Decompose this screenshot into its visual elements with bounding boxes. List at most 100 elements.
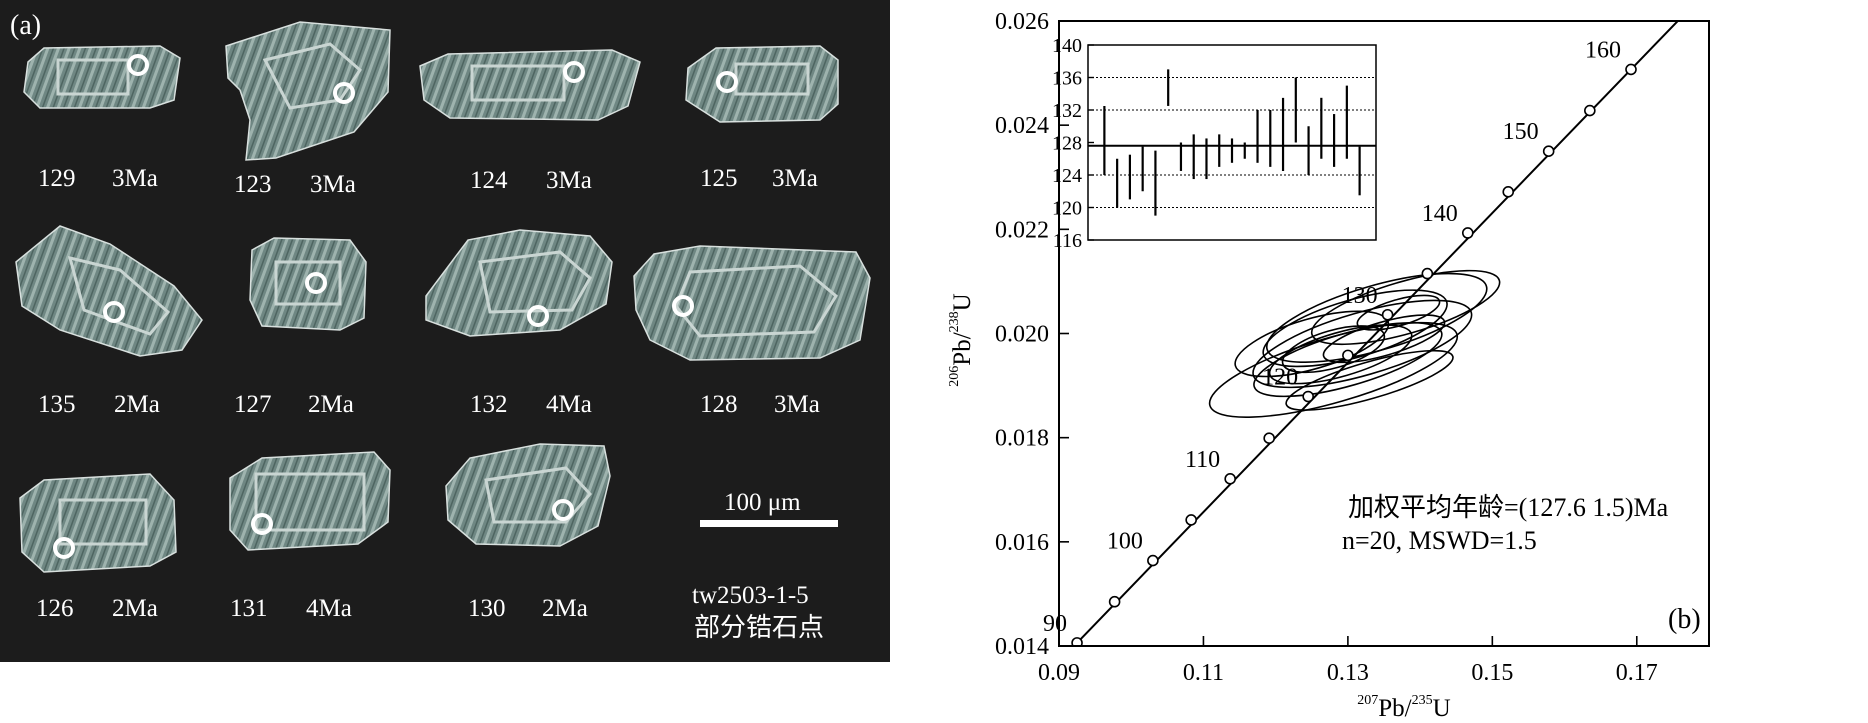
concordia-age-label: 100: [1107, 529, 1143, 555]
scale-bar-label: 100 μm: [724, 489, 801, 516]
grain-age: 3Ma: [112, 165, 158, 192]
zircon-grain-125: [685, 45, 839, 123]
grain-age: 3Ma: [310, 171, 356, 198]
zircon-grain-126: [19, 473, 177, 573]
error-ellipse: [1268, 324, 1413, 385]
concordia-age-marker: [1224, 473, 1236, 485]
y-tick-label: 0.020: [995, 322, 1049, 348]
concordia-age-marker: [1071, 637, 1083, 646]
error-ellipse: [1285, 349, 1454, 411]
cl-image-panel: (a) 129 3Ma 123 3Ma 124 3Ma 125 3Ma: [0, 0, 890, 662]
x-tick-label: 0.09: [1038, 660, 1080, 686]
analysis-spot: [527, 305, 549, 327]
concordia-age-label: 90: [1043, 611, 1067, 637]
y-tick-label: 0.018: [995, 426, 1049, 452]
concordia-line: [1072, 21, 1680, 646]
grain-id: 123: [234, 171, 272, 198]
grain-age: 3Ma: [546, 167, 592, 194]
concordia-age-labels: 90 100 110 120 130 140 150 160: [1043, 37, 1621, 636]
analysis-spot: [103, 301, 125, 323]
concordia-age-label: 150: [1503, 119, 1539, 145]
concordia-age-marker: [1342, 349, 1354, 362]
analysis-spot: [333, 82, 355, 104]
y-tick-label: 0.026: [995, 9, 1049, 35]
grain-id: 135: [38, 391, 76, 418]
x-tick-label: 0.11: [1183, 660, 1224, 686]
zircon-grain-123: [225, 21, 391, 161]
concordia-age-label: 130: [1342, 283, 1378, 309]
concordia-age-marker: [1625, 63, 1637, 76]
error-ellipse: [1262, 289, 1448, 368]
x-tick-label: 0.15: [1471, 660, 1513, 686]
grain-age: 3Ma: [772, 165, 818, 192]
x-axis-ticks: 0.09 0.11 0.13 0.15 0.17: [1038, 636, 1658, 686]
concordia-age-marker: [1542, 145, 1555, 158]
error-ellipse: [1310, 269, 1501, 346]
inset-tick-label: 124: [1052, 165, 1082, 187]
x-tick-label: 0.17: [1616, 660, 1658, 686]
zircon-grain-124: [419, 49, 641, 121]
scale-bar: [700, 520, 838, 527]
analysis-spot: [672, 295, 694, 317]
concordia-age-marker: [1147, 554, 1159, 567]
grain-age: 4Ma: [306, 595, 352, 622]
error-ellipse: [1265, 272, 1488, 363]
concordia-chart: 90 100 110 120 130 140 150 160 0.09 0.11 0.13 0.15…: [947, 9, 1710, 722]
concordia-age-label: 140: [1422, 201, 1458, 227]
grain-age: 4Ma: [546, 391, 592, 418]
grain-age: 2Ma: [308, 391, 354, 418]
y-axis-ticks: 0.014 0.016 0.018 0.020 0.022 0.024 0.026: [995, 9, 1069, 660]
concordia-age-marker: [1302, 390, 1314, 403]
x-tick-label: 0.13: [1327, 660, 1369, 686]
concordia-age-marker: [1263, 432, 1275, 444]
grain-id: 126: [36, 595, 74, 622]
concordia-chart-panel: 90 100 110 120 130 140 150 160 0.09 0.11 0.13 0.15…: [890, 0, 1868, 723]
cl-image-canvas: (a) 129 3Ma 123 3Ma 124 3Ma 125 3Ma: [10, 10, 871, 642]
analysis-spot: [53, 537, 75, 559]
zircon-grain-129: [23, 45, 181, 109]
y-tick-label: 0.022: [995, 217, 1049, 243]
grain-id: 124: [470, 167, 508, 194]
analysis-spot: [716, 71, 738, 93]
concordia-curve: [1071, 21, 1680, 646]
grain-age: 3Ma: [774, 391, 820, 418]
panel-b-label: (b): [1668, 604, 1701, 635]
analysis-spot: [563, 61, 585, 83]
grain-age: 2Ma: [542, 595, 588, 622]
concordia-age-marker: [1421, 267, 1434, 280]
panel-a-label: (a): [10, 10, 41, 41]
concordia-age-marker: [1584, 104, 1596, 117]
concordia-age-label: 120: [1262, 365, 1298, 391]
concordia-age-marker: [1108, 595, 1121, 608]
zircon-grain-127: [249, 237, 367, 331]
concordia-age-marker: [1381, 308, 1394, 321]
concordia-age-marker: [1502, 186, 1515, 198]
grain-age: 2Ma: [114, 391, 160, 418]
grain-id: 127: [234, 391, 272, 418]
mswd-annotation: n=20, MSWD=1.5: [1342, 526, 1537, 555]
error-ellipse: [1356, 294, 1441, 331]
weighted-mean-annotation: 加权平均年龄=(127.6 1.5)Ma: [1348, 493, 1669, 522]
zircon-grain-135: [15, 225, 203, 357]
grain-id: 130: [468, 595, 506, 622]
error-ellipse: [1208, 321, 1459, 419]
grain-id: 125: [700, 165, 738, 192]
analysis-spot: [552, 499, 574, 521]
error-ellipses: [1208, 269, 1501, 419]
zircon-grain-131: [229, 451, 391, 551]
y-axis-label: 206Pb/238U: [947, 293, 976, 386]
grain-id: 132: [470, 391, 508, 418]
grain-age: 2Ma: [112, 595, 158, 622]
inset-tick-label: 132: [1052, 100, 1082, 122]
sample-name: tw2503-1-5: [692, 582, 809, 609]
y-tick-label: 0.016: [995, 530, 1049, 556]
analysis-spot: [251, 513, 273, 535]
inset-tick-label: 120: [1052, 198, 1082, 220]
inset-age-plot: 140 136 132 128 124 120 116: [1052, 35, 1376, 252]
inset-tick-label: 136: [1052, 68, 1082, 90]
zircon-grain-128: [633, 245, 871, 361]
grain-id: 128: [700, 391, 738, 418]
x-axis-label: 207Pb/235U: [1357, 693, 1450, 722]
inset-tick-label: 116: [1053, 230, 1082, 252]
concordia-age-label: 110: [1185, 447, 1220, 473]
